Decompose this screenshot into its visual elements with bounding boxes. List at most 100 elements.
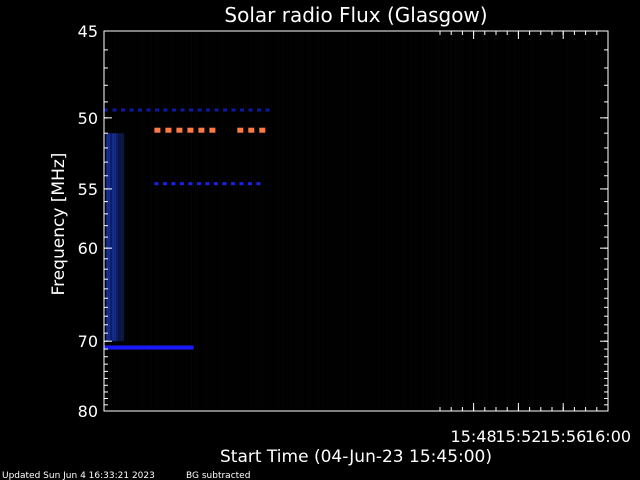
background-noise xyxy=(595,32,596,410)
background-noise xyxy=(181,32,182,410)
background-noise xyxy=(189,32,190,410)
background-noise xyxy=(537,32,538,410)
background-noise xyxy=(263,32,264,410)
background-noise xyxy=(219,32,220,410)
emission-dash xyxy=(163,108,168,112)
background-noise xyxy=(599,32,600,410)
background-noise xyxy=(369,32,370,410)
background-noise xyxy=(129,32,130,410)
emission-dash xyxy=(188,182,193,186)
background-noise xyxy=(171,32,172,410)
background-noise xyxy=(183,32,184,410)
emission-dash xyxy=(104,108,108,112)
background-noise xyxy=(321,32,322,410)
background-noise xyxy=(437,32,438,410)
background-noise xyxy=(235,32,236,410)
emission-dash xyxy=(197,108,202,112)
background-noise xyxy=(577,32,578,410)
emission-dash xyxy=(112,108,117,112)
emission-dash xyxy=(239,182,244,186)
background-noise xyxy=(223,32,224,410)
x-axis-label: Start Time (04-Jun-23 15:45:00) xyxy=(220,447,492,467)
background-noise xyxy=(603,32,604,410)
background-noise xyxy=(205,32,206,410)
emission-dash xyxy=(165,127,172,133)
emission-dash xyxy=(171,182,176,186)
background-noise xyxy=(319,32,320,410)
background-noise xyxy=(589,32,590,410)
background-noise xyxy=(401,32,402,410)
background-noise xyxy=(279,32,280,410)
background-noise xyxy=(221,32,222,410)
background-noise xyxy=(325,32,326,410)
emission-dash xyxy=(176,127,183,133)
background-noise xyxy=(307,32,308,410)
plot-frame xyxy=(103,30,609,412)
background-noise xyxy=(301,32,302,410)
background-noise xyxy=(405,32,406,410)
background-noise xyxy=(389,32,390,410)
background-noise xyxy=(289,32,290,410)
background-noise xyxy=(525,32,526,410)
background-noise xyxy=(147,32,148,410)
emission-dash xyxy=(222,182,227,186)
background-noise xyxy=(133,32,134,410)
background-noise xyxy=(501,32,502,410)
emission-dash xyxy=(129,108,134,112)
x-tick-label: 16:00 xyxy=(585,427,631,446)
background-noise xyxy=(153,32,154,410)
emission-dash xyxy=(205,182,210,186)
background-noise xyxy=(341,32,342,410)
emission-dash xyxy=(155,108,159,112)
background-noise xyxy=(251,32,252,410)
emission-dash xyxy=(154,182,159,186)
background-noise xyxy=(299,32,300,410)
background-noise xyxy=(365,32,366,410)
background-noise xyxy=(443,32,444,410)
background-noise xyxy=(169,32,170,410)
background-noise xyxy=(583,32,584,410)
background-noise xyxy=(507,32,508,410)
burst-band xyxy=(118,133,121,342)
background-noise xyxy=(463,32,464,410)
background-noise xyxy=(329,32,330,410)
background-noise xyxy=(533,32,534,410)
background-noise xyxy=(441,32,442,410)
background-noise xyxy=(431,32,432,410)
background-noise xyxy=(591,32,592,410)
background-noise xyxy=(575,32,576,410)
background-noise xyxy=(145,32,146,410)
background-noise xyxy=(499,32,500,410)
emission-dash xyxy=(237,127,244,133)
background-noise xyxy=(337,32,338,410)
background-noise xyxy=(209,32,210,410)
background-noise xyxy=(275,32,276,410)
background-noise xyxy=(439,32,440,410)
emission-dash xyxy=(121,108,125,112)
background-noise xyxy=(331,32,332,410)
background-noise xyxy=(127,32,128,410)
background-noise xyxy=(283,32,284,410)
background-noise xyxy=(551,32,552,410)
background-noise xyxy=(225,32,226,410)
background-noise xyxy=(481,32,482,410)
background-noise xyxy=(165,32,166,410)
background-noise xyxy=(357,32,358,410)
burst-band xyxy=(112,133,115,342)
background-noise xyxy=(461,32,462,410)
background-noise xyxy=(545,32,546,410)
emission-dash xyxy=(223,108,227,112)
background-noise xyxy=(265,32,266,410)
background-noise xyxy=(333,32,334,410)
emission-dash xyxy=(172,108,176,112)
emission-dash xyxy=(146,108,151,112)
background-noise xyxy=(151,32,152,410)
background-noise xyxy=(339,32,340,410)
background-noise xyxy=(139,32,140,410)
emission-dash xyxy=(213,182,218,186)
background-noise xyxy=(547,32,548,410)
background-noise xyxy=(509,32,510,410)
y-tick-label: 70 xyxy=(78,332,98,351)
